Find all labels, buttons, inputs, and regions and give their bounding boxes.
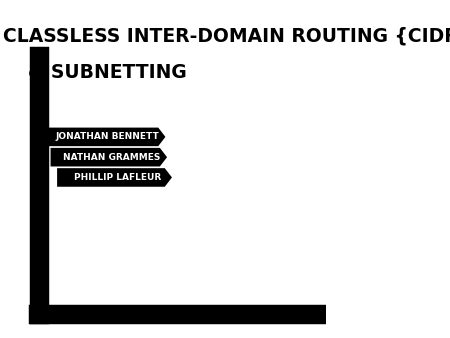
Text: CLASSLESS INTER-DOMAIN ROUTING {CIDR}: CLASSLESS INTER-DOMAIN ROUTING {CIDR} [3, 27, 450, 46]
Polygon shape [44, 128, 166, 146]
Text: & SUBNETTING: & SUBNETTING [28, 63, 186, 81]
Polygon shape [50, 148, 167, 166]
Polygon shape [57, 168, 172, 187]
Text: JONATHAN BENNETT: JONATHAN BENNETT [56, 132, 160, 141]
Text: NATHAN GRAMMES: NATHAN GRAMMES [63, 153, 161, 162]
Text: PHILLIP LAFLEUR: PHILLIP LAFLEUR [74, 173, 161, 182]
